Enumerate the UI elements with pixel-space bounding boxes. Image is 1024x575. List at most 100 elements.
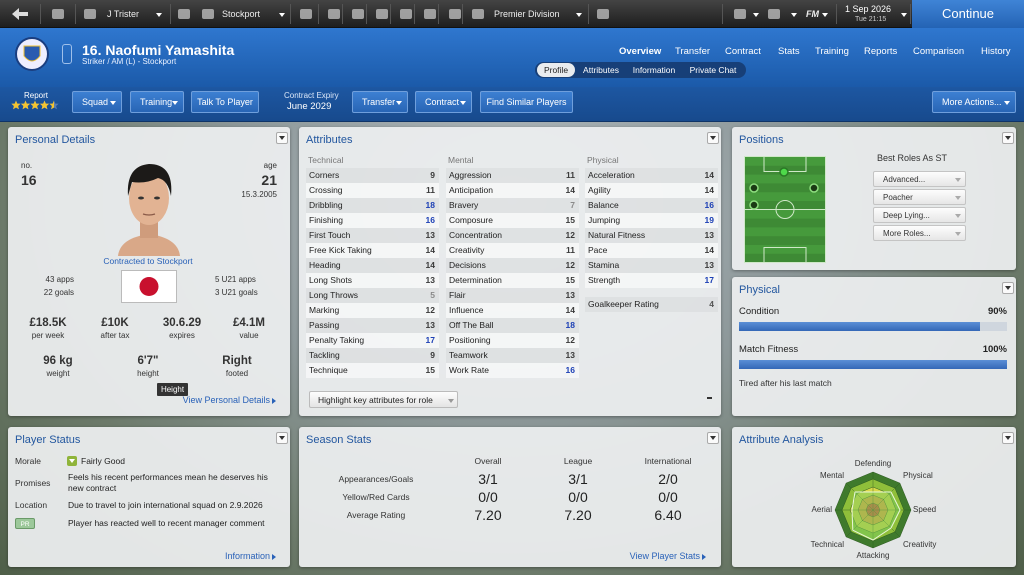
attribute-row (585, 242, 718, 258)
status-link[interactable]: Information (224, 551, 270, 561)
competition[interactable]: Premier Division (494, 9, 560, 19)
eye (154, 196, 160, 200)
header-tab[interactable]: Stats (778, 46, 800, 57)
header-tab[interactable]: Training (815, 46, 849, 57)
nav-updown[interactable] (62, 44, 72, 64)
attribute-name: Anticipation (449, 185, 493, 195)
toolbar-icon[interactable] (597, 9, 609, 19)
body-label: footed (225, 369, 249, 378)
role-button[interactable]: Advanced... (873, 171, 966, 187)
personal-link[interactable]: View Personal Details (182, 395, 270, 405)
action-button[interactable]: Find Similar Players (480, 91, 573, 113)
stats-link[interactable]: View Player Stats (629, 551, 700, 561)
role-button[interactable]: Deep Lying... (873, 207, 966, 223)
age: 21 (261, 172, 277, 188)
toolbar-icon[interactable] (202, 9, 214, 19)
attribute-name: Pace (588, 245, 608, 255)
attribute-name: Acceleration (588, 170, 635, 180)
contract-label: Contract Expiry (284, 91, 339, 100)
toolbar-icon[interactable] (734, 9, 746, 19)
action-button[interactable]: Transfer (352, 91, 408, 113)
toolbar-icon[interactable] (376, 9, 388, 19)
caret (955, 196, 961, 200)
subtab[interactable]: Information (632, 65, 676, 75)
game-time: Tue 21:15 (855, 16, 887, 23)
header-tab[interactable]: Contract (725, 46, 761, 57)
action-button[interactable]: More Actions... (932, 91, 1016, 113)
toolbar-icon[interactable] (84, 9, 96, 19)
attribute-name: Crossing (309, 185, 343, 195)
attribute-row (306, 272, 439, 288)
action-button[interactable]: Training (130, 91, 184, 113)
body-label: height (137, 369, 159, 378)
attribute-value: 16 (565, 365, 575, 375)
club-name[interactable]: Stockport (222, 9, 261, 19)
highlight-button[interactable]: Highlight key attributes for role (309, 391, 458, 408)
subtab[interactable]: Private Chat (689, 65, 737, 75)
toolbar-icon[interactable] (352, 9, 364, 19)
caret (791, 13, 797, 17)
toolbar-icon[interactable] (52, 9, 64, 19)
attribute-group: Mental (448, 155, 474, 165)
panel-title: Attribute Analysis (739, 434, 824, 446)
attribute-name: Balance (588, 200, 619, 210)
toolbar-icon[interactable] (328, 9, 340, 19)
action-button[interactable]: Contract (415, 91, 472, 113)
penalty-box (763, 247, 807, 263)
caret (172, 101, 178, 105)
bar-fill (739, 360, 1007, 369)
toolbar-icon[interactable] (400, 9, 412, 19)
header-tab[interactable]: Transfer (675, 46, 711, 57)
toolbar-icon[interactable] (424, 9, 436, 19)
role-button[interactable]: Poacher (873, 189, 966, 205)
attribute-name: Finishing (309, 215, 344, 225)
contract-value: June 2029 (287, 101, 332, 112)
body-value: 96 kg (43, 355, 73, 367)
attribute-value: 14 (565, 185, 575, 195)
player-subtitle: Striker / AM (L) - Stockport (82, 57, 177, 66)
status-text: Fairly Good (81, 456, 125, 466)
panel-title: Attributes (306, 134, 353, 146)
attribute-value: 18 (565, 320, 575, 330)
toolbar-icon[interactable] (472, 9, 484, 19)
head (129, 171, 169, 225)
header-tab[interactable]: Comparison (913, 46, 965, 57)
attribute-value: 15 (565, 215, 575, 225)
eye (138, 196, 144, 200)
manager-name[interactable]: J Trister (107, 9, 140, 19)
caret (279, 136, 285, 140)
attribute-radar (834, 471, 912, 549)
season-stats-panel (299, 427, 721, 567)
hair (127, 164, 172, 196)
collapse-dash (707, 397, 712, 399)
toolbar-icon[interactable] (178, 9, 190, 19)
position-dot (749, 183, 759, 193)
link-arrow (272, 398, 276, 404)
toolbar-icon[interactable] (768, 9, 780, 19)
fm-logo: FM (806, 9, 819, 19)
header-tab[interactable]: Overview (619, 46, 662, 57)
separator (318, 4, 319, 24)
action-button[interactable]: Squad (72, 91, 122, 113)
subtab[interactable]: Attributes (583, 65, 619, 75)
continue-button[interactable]: Continue (912, 0, 1024, 28)
stats-value: 7.20 (474, 507, 502, 523)
toolbar-icon[interactable] (449, 9, 461, 19)
caret (279, 13, 285, 17)
attribute-row (306, 212, 439, 228)
arrow-icon (12, 8, 28, 20)
radar-axis-label: Technical (810, 540, 844, 549)
separator (722, 4, 723, 24)
attribute-row (306, 302, 439, 318)
attribute-name: Work Rate (449, 365, 489, 375)
contract-club: Contracted to Stockport (103, 256, 193, 266)
action-button[interactable]: Talk To Player (191, 91, 259, 113)
header-tab[interactable]: History (981, 46, 1011, 57)
toolbar-icon[interactable] (300, 9, 312, 19)
subtab[interactable]: Profile (537, 63, 575, 77)
attribute-value: 14 (704, 170, 714, 180)
attribute-row (446, 182, 579, 198)
role-button[interactable]: More Roles... (873, 225, 966, 241)
header-tab[interactable]: Reports (864, 46, 898, 57)
star (20, 100, 31, 110)
